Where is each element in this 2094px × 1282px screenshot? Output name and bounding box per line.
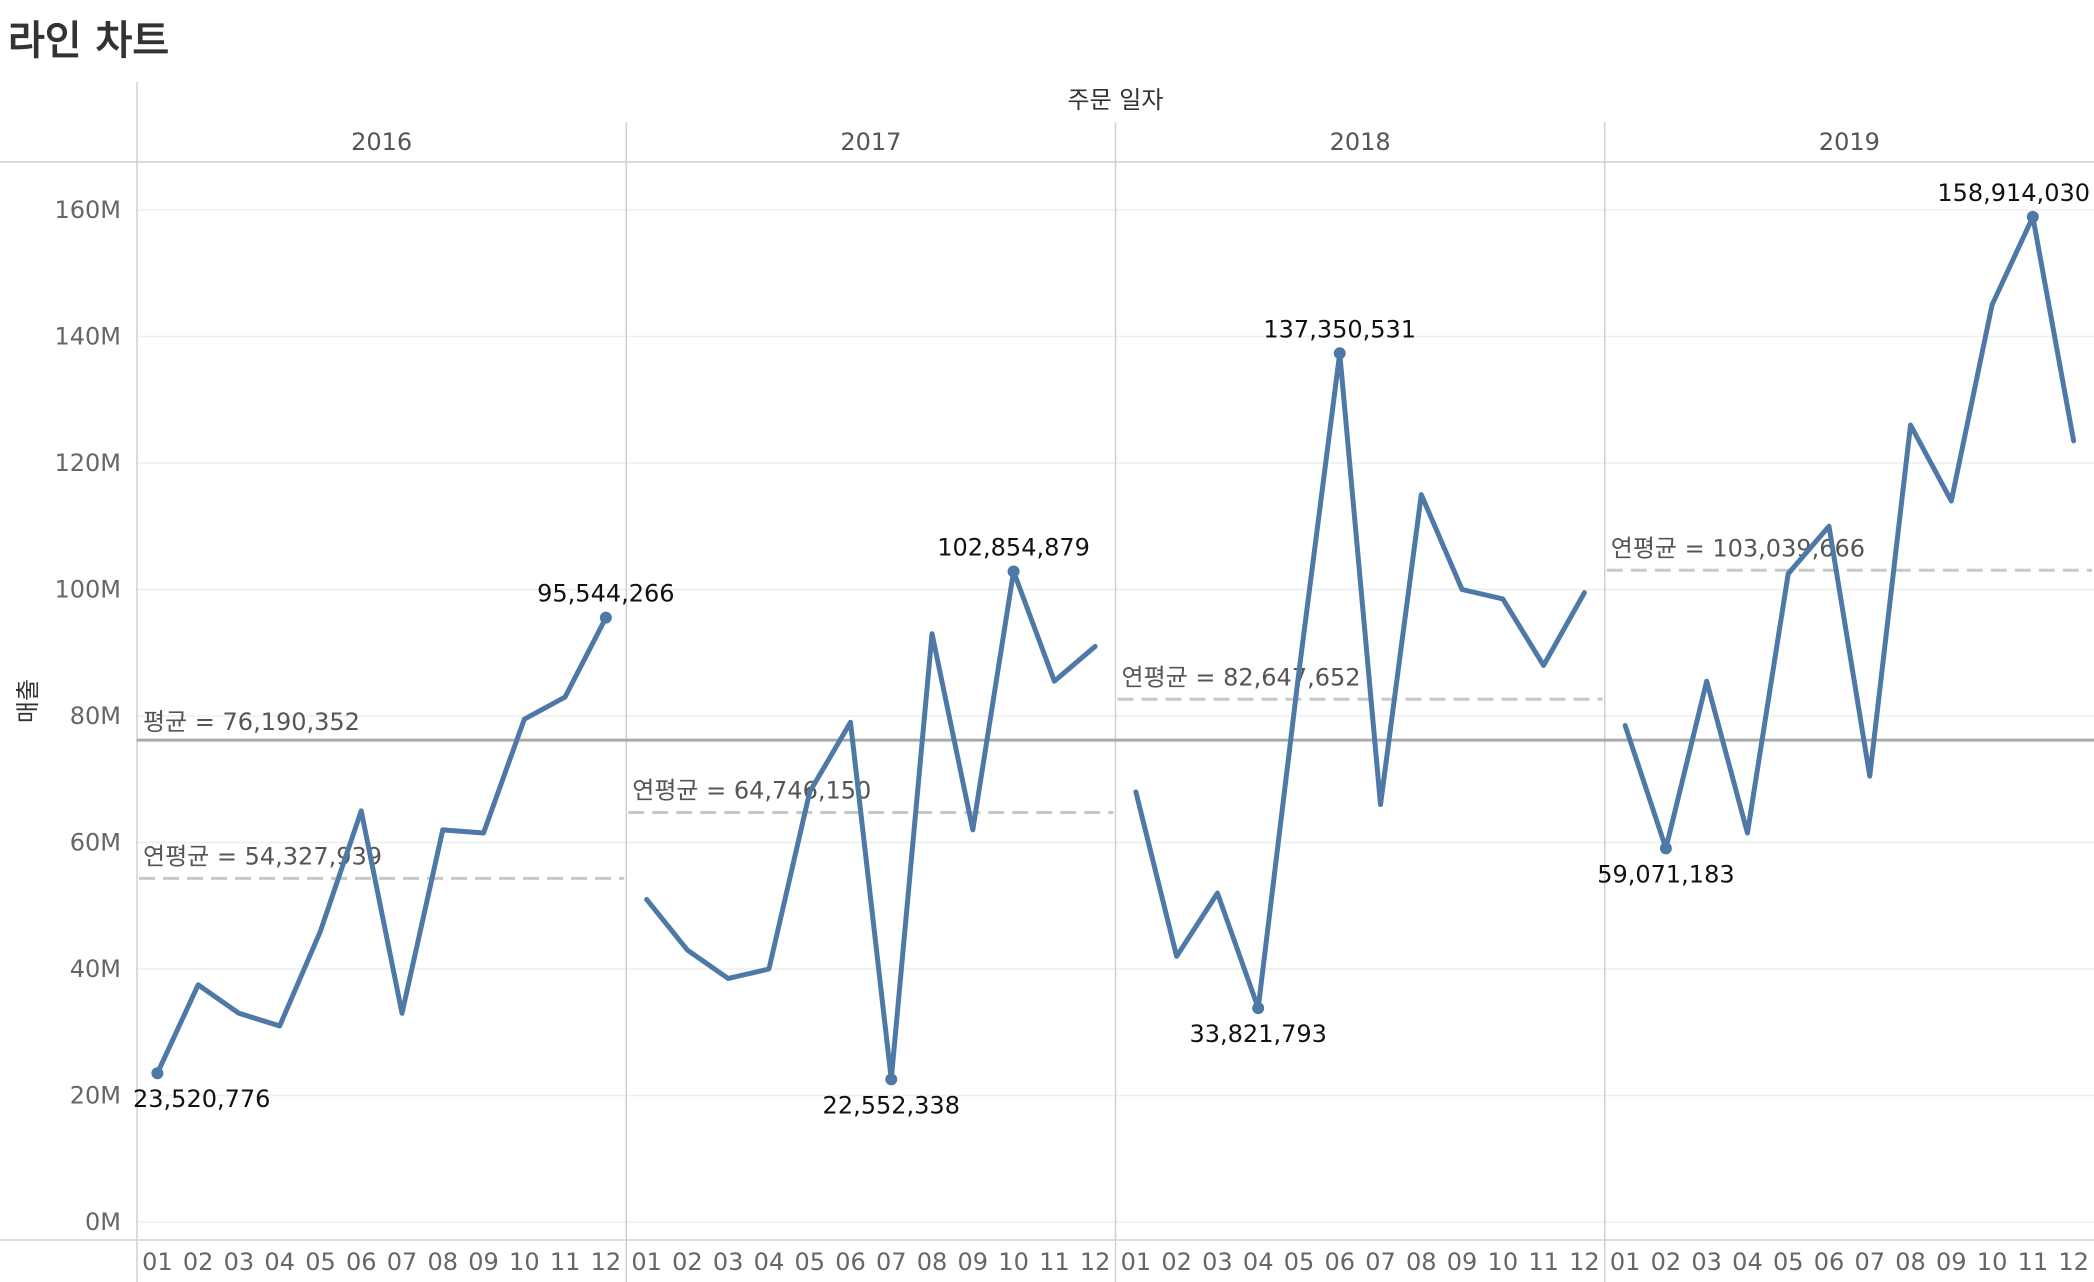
x-tick-label: 09 <box>1447 1248 1478 1276</box>
x-tick-label: 02 <box>1161 1248 1192 1276</box>
x-tick-label: 06 <box>835 1248 866 1276</box>
year-header: 2018 <box>1330 128 1391 156</box>
x-tick-label: 08 <box>428 1248 459 1276</box>
x-tick-label: 12 <box>1080 1248 1111 1276</box>
column-header-title: 주문 일자 <box>1068 86 1164 114</box>
x-tick-label: 06 <box>1814 1248 1845 1276</box>
x-tick-label: 02 <box>183 1248 214 1276</box>
y-tick-label: 100M <box>54 576 121 604</box>
highlight-point <box>1659 842 1672 855</box>
x-tick-label: 02 <box>672 1248 703 1276</box>
year-header: 2017 <box>840 128 901 156</box>
x-tick-label: 04 <box>1243 1248 1274 1276</box>
x-tick-label: 06 <box>346 1248 377 1276</box>
x-tick-label: 09 <box>468 1248 499 1276</box>
x-tick-label: 07 <box>1365 1248 1396 1276</box>
highlight-point <box>885 1073 898 1086</box>
x-tick-label: 01 <box>1610 1248 1641 1276</box>
x-tick-label: 04 <box>754 1248 785 1276</box>
x-tick-label: 05 <box>794 1248 825 1276</box>
x-tick-label: 03 <box>1202 1248 1233 1276</box>
y-tick-label: 0M <box>85 1208 121 1236</box>
panel-dividers <box>0 82 2094 1282</box>
y-tick-label: 80M <box>70 702 121 730</box>
x-tick-label: 10 <box>1977 1248 2008 1276</box>
x-tick-label: 05 <box>1284 1248 1315 1276</box>
year-header: 2016 <box>351 128 412 156</box>
x-tick-label: 07 <box>876 1248 907 1276</box>
x-tick-label: 10 <box>509 1248 540 1276</box>
data-label: 137,350,531 <box>1263 315 1416 343</box>
x-tick-label: 04 <box>264 1248 295 1276</box>
x-tick-label: 01 <box>142 1248 173 1276</box>
x-tick-label: 12 <box>1569 1248 1600 1276</box>
x-tick-label: 05 <box>305 1248 336 1276</box>
highlight-point <box>2026 210 2039 223</box>
x-tick-label: 05 <box>1773 1248 1804 1276</box>
overall-average-label: 평균 = 76,190,352 <box>143 708 360 736</box>
y-tick-label: 140M <box>54 323 121 351</box>
highlight-points <box>151 210 2039 1086</box>
highlight-point <box>151 1067 164 1080</box>
data-label: 158,914,030 <box>1937 179 2090 207</box>
series-line-2017 <box>644 568 1098 1082</box>
series-line-2019 <box>1622 214 2077 851</box>
y-tick-label: 60M <box>70 829 121 857</box>
x-tick-label: 06 <box>1324 1248 1355 1276</box>
x-tick-label: 08 <box>917 1248 948 1276</box>
year-header: 2019 <box>1819 128 1880 156</box>
x-tick-label: 11 <box>550 1248 581 1276</box>
x-tick-label: 11 <box>1039 1248 1070 1276</box>
x-tick-label: 12 <box>2058 1248 2089 1276</box>
x-tick-label: 11 <box>2018 1248 2049 1276</box>
highlight-point <box>1007 565 1020 578</box>
x-tick-label: 01 <box>1121 1248 1152 1276</box>
annual-average-label: 연평균 = 82,647,652 <box>1122 663 1361 691</box>
data-label: 59,071,183 <box>1597 860 1734 888</box>
page-title: 라인 차트 <box>8 18 170 64</box>
x-tick-label: 01 <box>631 1248 662 1276</box>
data-label: 23,520,776 <box>133 1085 270 1113</box>
data-labels: 23,520,776 95,544,266 22,552,338 102,854,87… <box>133 179 2090 1119</box>
data-label: 22,552,338 <box>823 1091 960 1119</box>
x-tick-label: 03 <box>1691 1248 1722 1276</box>
x-tick-label: 12 <box>591 1248 622 1276</box>
data-label: 102,854,879 <box>937 533 1090 561</box>
highlight-point <box>1252 1002 1265 1015</box>
x-tick-label: 08 <box>1895 1248 1926 1276</box>
x-tick-label: 07 <box>1854 1248 1885 1276</box>
x-tick-label: 02 <box>1651 1248 1682 1276</box>
series-lines <box>154 214 2077 1082</box>
x-tick-label: 11 <box>1528 1248 1559 1276</box>
series-line-2016 <box>154 615 609 1076</box>
x-tick-label: 08 <box>1406 1248 1437 1276</box>
x-tick-label: 03 <box>713 1248 744 1276</box>
annual-average-label: 연평균 = 64,746,150 <box>632 776 871 804</box>
axes: 0M 20M 40M 60M 80M 100M 120M 140M 160M 매출 주문 일자 201… <box>14 86 2089 1276</box>
data-label: 95,544,266 <box>537 580 674 608</box>
data-label: 33,821,793 <box>1189 1020 1326 1048</box>
y-tick-label: 120M <box>54 449 121 477</box>
x-tick-label: 09 <box>1936 1248 1967 1276</box>
y-axis-title: 매출 <box>14 679 42 723</box>
x-tick-label: 09 <box>958 1248 989 1276</box>
highlight-point <box>599 611 612 624</box>
y-tick-label: 40M <box>70 955 121 983</box>
x-tick-label: 10 <box>998 1248 1029 1276</box>
x-tick-label: 07 <box>387 1248 418 1276</box>
x-tick-label: 10 <box>1488 1248 1519 1276</box>
highlight-point <box>1333 347 1346 360</box>
y-tick-label: 20M <box>70 1082 121 1110</box>
series-line-2018 <box>1133 350 1587 1011</box>
x-tick-label: 03 <box>224 1248 255 1276</box>
annual-average-label: 연평균 = 103,039,666 <box>1611 534 1865 562</box>
y-tick-label: 160M <box>54 196 121 224</box>
x-tick-label: 04 <box>1732 1248 1763 1276</box>
